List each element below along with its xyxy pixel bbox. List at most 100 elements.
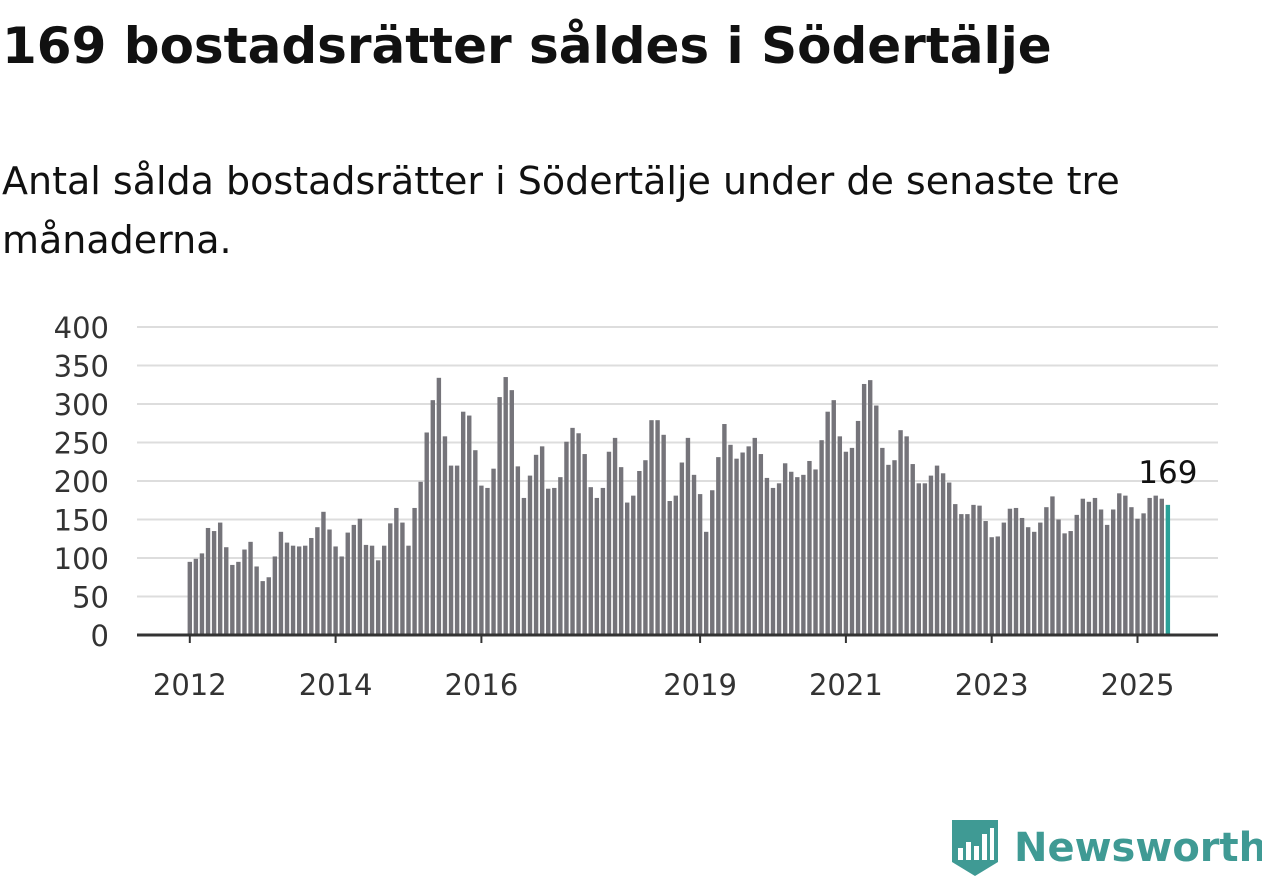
bar — [1068, 531, 1073, 635]
bar — [211, 531, 217, 635]
bar — [740, 452, 745, 635]
bar — [1135, 518, 1140, 635]
bar — [442, 436, 448, 635]
bar — [278, 531, 284, 635]
bar — [916, 483, 921, 635]
bar — [290, 545, 296, 635]
bar — [1032, 531, 1037, 635]
bar — [1098, 509, 1104, 635]
bar — [339, 556, 344, 635]
bar — [886, 464, 891, 635]
bar — [570, 427, 575, 635]
bar — [728, 444, 733, 635]
bar — [230, 564, 235, 635]
bar — [685, 437, 691, 635]
bar — [637, 470, 642, 635]
chart-subtitle: Antal sålda bostadsrätter i Södertälje u… — [2, 159, 1120, 262]
bar — [880, 447, 885, 635]
bar — [509, 390, 514, 635]
bar — [217, 522, 223, 635]
bar — [1111, 509, 1116, 635]
bar-chart-badge-icon — [952, 820, 998, 876]
x-axis-ticks: 2012 2014 2016 2019 2021 2023 2025 — [153, 635, 1174, 702]
x-tick-label: 2021 — [809, 668, 883, 702]
bar — [849, 447, 855, 635]
bar — [655, 420, 660, 635]
bar — [795, 477, 800, 635]
brand-logo: Newsworthy — [950, 818, 1262, 878]
bar — [752, 437, 757, 635]
bar — [764, 477, 770, 635]
bar — [643, 460, 648, 635]
bar — [649, 420, 654, 635]
bar — [533, 454, 539, 635]
bar — [922, 483, 928, 635]
bar — [1092, 497, 1098, 635]
bar — [351, 524, 357, 635]
bar — [1117, 493, 1122, 635]
bar — [503, 377, 508, 635]
bar — [625, 502, 630, 635]
bar — [284, 542, 290, 635]
bar — [1129, 507, 1134, 635]
bar — [782, 463, 788, 635]
bar — [819, 440, 824, 635]
bar — [691, 474, 697, 635]
bar — [807, 460, 812, 635]
y-tick-label: 200 — [54, 465, 109, 499]
bar — [321, 511, 326, 635]
bar — [552, 487, 557, 635]
bar — [582, 454, 587, 635]
bar — [242, 549, 247, 635]
bar — [327, 529, 332, 635]
bar — [631, 495, 636, 635]
bar — [473, 450, 478, 635]
bar — [497, 397, 502, 635]
bar — [600, 487, 606, 635]
bar — [618, 467, 624, 635]
bar — [369, 545, 375, 635]
bar — [448, 465, 454, 635]
bar — [460, 411, 466, 635]
bar — [546, 488, 551, 635]
bar — [837, 436, 843, 635]
bar — [382, 545, 387, 635]
y-tick-label: 150 — [54, 504, 109, 538]
bar — [430, 400, 435, 635]
bar — [1141, 513, 1146, 635]
bar — [1147, 497, 1152, 635]
y-tick-label: 400 — [54, 311, 109, 345]
bar — [527, 475, 533, 635]
bar — [266, 577, 271, 635]
bar — [977, 505, 982, 635]
bar — [716, 457, 721, 635]
bar — [224, 547, 229, 635]
bar — [1038, 522, 1043, 635]
bar — [363, 544, 369, 635]
bar — [934, 465, 940, 635]
bar — [564, 441, 569, 635]
bar — [187, 561, 192, 635]
bar — [1062, 533, 1067, 635]
x-tick-label: 2016 — [444, 668, 518, 702]
bar — [1123, 495, 1128, 635]
bar — [1104, 524, 1110, 635]
bar — [1153, 495, 1158, 635]
bar — [855, 420, 861, 635]
bar — [345, 532, 350, 635]
bar — [205, 527, 211, 635]
bar — [1086, 501, 1092, 635]
bar — [558, 477, 563, 635]
bar — [424, 432, 429, 635]
annotations: 169 — [1138, 455, 1197, 491]
x-tick-label: 2019 — [663, 668, 737, 702]
bar — [248, 541, 253, 635]
bar — [272, 556, 278, 635]
bar — [236, 561, 241, 635]
bar — [703, 531, 709, 635]
y-tick-label: 0 — [91, 619, 109, 653]
bar — [515, 466, 521, 635]
y-tick-label: 350 — [54, 350, 109, 384]
bar — [418, 481, 423, 635]
